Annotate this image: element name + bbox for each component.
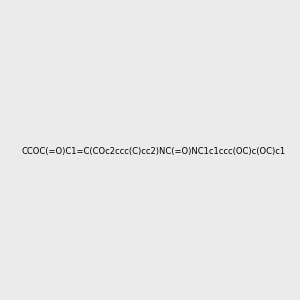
Text: CCOC(=O)C1=C(COc2ccc(C)cc2)NC(=O)NC1c1ccc(OC)c(OC)c1: CCOC(=O)C1=C(COc2ccc(C)cc2)NC(=O)NC1c1cc… xyxy=(22,147,286,156)
